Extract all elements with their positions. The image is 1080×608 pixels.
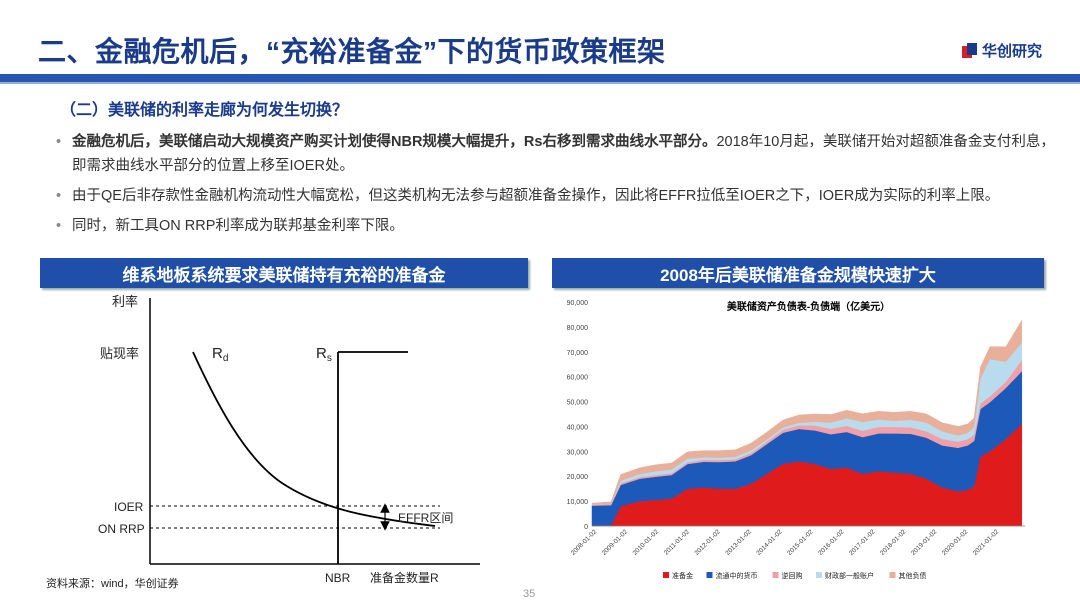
- bullet-item: • 金融危机后，美联储启动大规模资产购买计划使得NBR规模大幅提升，Rs右移到需…: [56, 130, 1056, 178]
- y-tick-label: 70,000: [567, 350, 589, 357]
- bullet-dot-icon: •: [56, 188, 62, 204]
- x-tick-label: 2018-01-02: [879, 528, 908, 557]
- x-tick-label: 2009-01-02: [601, 528, 630, 557]
- bullet-dot-icon: •: [56, 218, 62, 234]
- onrrp-label: ON RRP: [98, 522, 145, 536]
- bullet-item: • 由于QE后非存款性金融机构流动性大幅宽松，但这类机构无法参与超额准备金操作，…: [56, 184, 1056, 208]
- page-title: 二、金融危机后，“充裕准备金”下的货币政策框架: [38, 36, 666, 67]
- bullet-2-text: 由于QE后非存款性金融机构流动性大幅宽松，但这类机构无法参与超额准备金操作，因此…: [72, 188, 1000, 204]
- logo-mark-icon: [961, 42, 977, 58]
- x-tick-label: 2012-01-02: [693, 528, 722, 557]
- y-tick-label: 0: [584, 524, 588, 531]
- legend-label: 准备金: [672, 571, 693, 580]
- y-tick-label: 80,000: [567, 325, 589, 332]
- x-tick-label: 2019-01-02: [910, 528, 939, 557]
- header-bar: [0, 74, 1080, 82]
- discount-rate-label: 贴现率: [100, 346, 139, 361]
- rs-label: Rs: [316, 345, 332, 364]
- x-tick-label: 2016-01-02: [817, 528, 846, 557]
- y-tick-label: 40,000: [567, 424, 589, 431]
- bullet-1-text: 2018年10月起，美联储开始对超额准备金支付利息，即需求曲线水平部分的位置上移…: [72, 134, 1055, 174]
- y-tick-label: 90,000: [567, 300, 589, 307]
- x-tick-label: 2010-01-02: [632, 528, 661, 557]
- right-panel-title: 2008年后美联储准备金规模快速扩大: [552, 258, 1044, 288]
- bullet-3-text: 同时，新工具ON RRP利率成为联邦基金利率下限。: [72, 218, 404, 234]
- reserve-chart: 美联储资产负债表-负债端（亿美元） 0 10,000 20,000 30,000 40,0…: [567, 300, 1025, 580]
- legend-swatch: [663, 572, 669, 578]
- legend-label: 逆回购: [782, 571, 803, 580]
- legend-label: 财政部一般账户: [825, 571, 874, 580]
- left-panel-title: 维系地板系统要求美联储持有充裕的准备金: [40, 258, 528, 288]
- x-tick-label: 2015-01-02: [786, 528, 815, 557]
- brand-name: 华创研究: [981, 43, 1042, 60]
- x-tick-label: 2017-01-02: [848, 528, 877, 557]
- reserve-demand-diagram: 利率 贴现率 Rd Rs IOER ON RRP EFFR区间 NBR 准备金数…: [98, 294, 480, 585]
- brand-logo: 华创研究: [961, 40, 1042, 61]
- bullet-1-bold: 金融危机后，美联储启动大规模资产购买计划使得NBR规模大幅提升，Rs右移到需求曲…: [72, 134, 717, 150]
- x-tick-label: 2008-01-02: [570, 528, 599, 557]
- legend-swatch: [772, 572, 779, 578]
- legend-label: 流通中的货币: [716, 571, 758, 580]
- y-tick-label: 20,000: [567, 474, 589, 481]
- nbr-label: NBR: [325, 571, 351, 585]
- bullet-item: • 同时，新工具ON RRP利率成为联邦基金利率下限。: [56, 214, 1056, 238]
- x-tick-label: 2020-01-02: [941, 528, 970, 557]
- y-axis-label: 利率: [112, 294, 138, 309]
- bullet-list: • 金融危机后，美联储启动大规模资产购买计划使得NBR规模大幅提升，Rs右移到需…: [56, 130, 1056, 244]
- section-subtitle: （二）美联储的利率走廊为何发生切换？: [60, 102, 349, 119]
- x-tick-label: 2013-01-02: [724, 528, 753, 557]
- y-tick-label: 50,000: [567, 400, 589, 407]
- x-tick-label: 2021-01-02: [972, 528, 1001, 557]
- x-tick-label: 2014-01-02: [755, 528, 784, 557]
- effr-band-label: EFFR区间: [398, 511, 453, 525]
- x-axis-label: 准备金数量R: [370, 570, 439, 585]
- legend-swatch: [706, 572, 713, 578]
- y-tick-label: 60,000: [567, 375, 589, 382]
- page-number: 35: [523, 588, 536, 600]
- x-tick-label: 2011-01-02: [663, 528, 691, 556]
- legend-label: 其他负债: [899, 571, 927, 580]
- rd-label: Rd: [212, 345, 228, 364]
- source-note: 资料来源：wind，华创证券: [46, 578, 179, 590]
- chart-title: 美联储资产负债表-负债端（亿美元）: [727, 300, 890, 313]
- header-bar-accent: [0, 82, 1080, 84]
- y-tick-label: 30,000: [567, 449, 589, 456]
- bullet-dot-icon: •: [56, 134, 62, 150]
- ioer-label: IOER: [114, 500, 144, 514]
- area-series-4: [591, 319, 1023, 505]
- legend-swatch: [816, 572, 822, 578]
- legend-swatch: [889, 572, 896, 578]
- y-tick-label: 10,000: [567, 499, 589, 506]
- demand-curve: [192, 351, 436, 527]
